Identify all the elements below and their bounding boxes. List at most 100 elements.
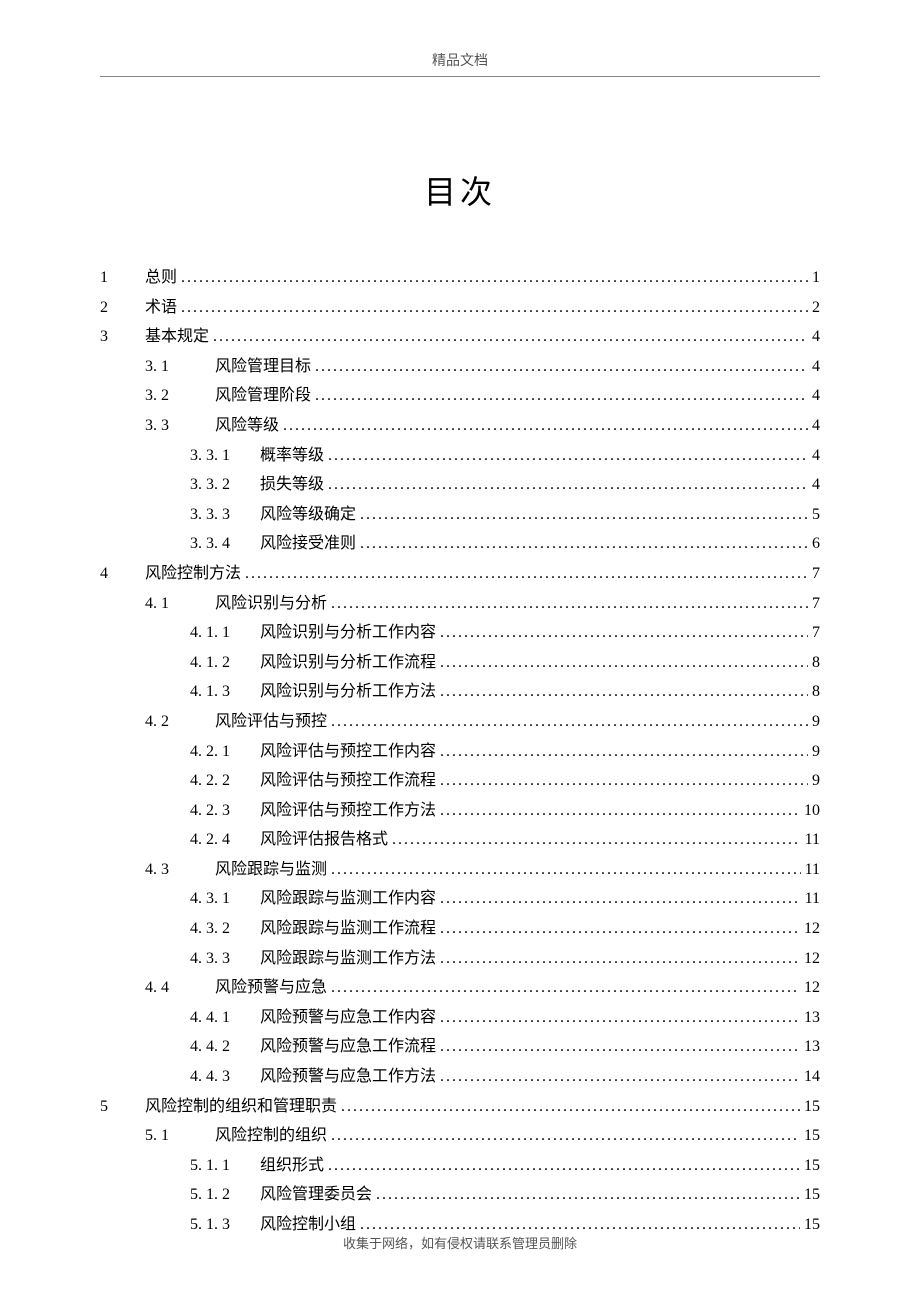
toc-leader-dots [440,884,801,914]
toc-entry-page: 5 [808,500,820,530]
toc-entry-number: 4. 1. 2 [190,648,260,678]
header-text: 精品文档 [432,54,488,69]
toc-entry-number: 4. 4. 2 [190,1032,260,1062]
toc-entry-label: 风险评估报告格式 [260,825,392,855]
toc-entry-label: 风险预警与应急 [215,973,331,1003]
toc-leader-dots [440,677,808,707]
toc-leader-dots [213,322,808,352]
toc-entry-page: 14 [800,1062,820,1092]
toc-entry-label: 风险跟踪与监测工作流程 [260,914,440,944]
toc-entry-page: 10 [800,796,820,826]
toc-entry-page: 4 [808,381,820,411]
toc-entry: 4. 1. 3风险识别与分析工作方法8 [100,677,820,707]
toc-leader-dots [360,500,808,530]
toc-leader-dots [440,618,808,648]
toc-entry: 3. 2风险管理阶段4 [100,381,820,411]
toc-leader-dots [331,707,808,737]
toc-leader-dots [328,1151,800,1181]
toc-leader-dots [376,1180,800,1210]
toc-entry-number: 1 [100,263,145,293]
toc-entry-number: 4 [100,559,145,589]
toc-entry: 3. 3. 2损失等级4 [100,470,820,500]
toc-entry-label: 风险识别与分析工作流程 [260,648,440,678]
toc-entry-number: 5 [100,1092,145,1122]
toc-entry-page: 7 [808,589,820,619]
page-header: 精品文档 [100,50,820,77]
toc-entry-page: 9 [808,707,820,737]
toc-entry-label: 风险等级确定 [260,500,360,530]
toc-entry: 2术语2 [100,293,820,323]
toc-entry-page: 6 [808,529,820,559]
toc-entry: 4. 3. 3风险跟踪与监测工作方法12 [100,944,820,974]
toc-entry-page: 15 [800,1151,820,1181]
toc-entry-page: 12 [800,973,820,1003]
toc-entry: 4. 2. 3风险评估与预控工作方法10 [100,796,820,826]
toc-entry-label: 风险接受准则 [260,529,360,559]
toc-entry: 4. 1. 2风险识别与分析工作流程 8 [100,648,820,678]
toc-leader-dots [341,1092,800,1122]
toc-entry-number: 4. 4. 1 [190,1003,260,1033]
toc-leader-dots [440,1003,800,1033]
toc-entry-page: 15 [800,1092,820,1122]
toc-entry: 4. 3. 1风险跟踪与监测工作内容11 [100,884,820,914]
toc-entry: 3. 3. 1概率等级 4 [100,441,820,471]
toc-entry-page: 8 [808,648,820,678]
toc-entry-number: 4. 1 [145,589,215,619]
toc-entry-label: 组织形式 [260,1151,328,1181]
toc-entry-page: 4 [808,441,820,471]
toc-entry: 4. 3风险跟踪与监测 11 [100,855,820,885]
toc-entry-label: 风险控制的组织 [215,1121,331,1151]
toc-leader-dots [360,529,808,559]
toc-entry-page: 9 [808,737,820,767]
toc-leader-dots [331,589,808,619]
toc-entry-page: 7 [808,618,820,648]
page-footer: 收集于网络，如有侵权请联系管理员删除 [0,1233,920,1252]
toc-entry-number: 2 [100,293,145,323]
toc-entry-page: 12 [800,944,820,974]
toc-entry-page: 11 [801,825,820,855]
toc-entry: 4. 2. 4风险评估报告格式 11 [100,825,820,855]
toc-entry-number: 4. 3. 1 [190,884,260,914]
footer-text: 收集于网络，如有侵权请联系管理员删除 [343,1236,577,1251]
toc-entry-page: 15 [800,1180,820,1210]
toc-entry-label: 风险评估与预控工作方法 [260,796,440,826]
toc-entry-number: 4. 2. 4 [190,825,260,855]
toc-entry-number: 4. 4. 3 [190,1062,260,1092]
toc-leader-dots [315,352,808,382]
toc-entry-page: 4 [808,352,820,382]
toc-entry-number: 3. 3. 1 [190,441,260,471]
toc-entry-label: 风险跟踪与监测 [215,855,331,885]
toc-entry-label: 风险识别与分析工作方法 [260,677,440,707]
toc-leader-dots [283,411,808,441]
toc-entry-label: 概率等级 [260,441,328,471]
toc-entry: 4. 2风险评估与预控9 [100,707,820,737]
toc-entry-label: 风险预警与应急工作内容 [260,1003,440,1033]
toc-entry: 5. 1风险控制的组织15 [100,1121,820,1151]
toc-entry-number: 5. 1 [145,1121,215,1151]
toc-leader-dots [440,766,808,796]
toc-entry-label: 风险控制方法 [145,559,245,589]
toc-leader-dots [328,470,808,500]
toc-leader-dots [245,559,808,589]
toc-entry: 3. 3. 3风险等级确定5 [100,500,820,530]
toc-entry-number: 5. 1. 2 [190,1180,260,1210]
toc-entry-page: 4 [808,470,820,500]
toc-entry-label: 风险识别与分析 [215,589,331,619]
toc-entry-label: 风险评估与预控工作流程 [260,766,440,796]
toc-entry-page: 13 [800,1032,820,1062]
toc-entry-label: 风险识别与分析工作内容 [260,618,440,648]
toc-entry-number: 4. 4 [145,973,215,1003]
document-page: 精品文档 目次 1总则12术语23基本规定43. 1风险管理目标43. 2风险管… [0,0,920,1302]
toc-entry: 4. 4. 3风险预警与应急工作方法14 [100,1062,820,1092]
toc-entry-page: 1 [808,263,820,293]
toc-entry-number: 4. 3 [145,855,215,885]
toc-entry-label: 风险管理阶段 [215,381,315,411]
toc-entry-number: 4. 3. 2 [190,914,260,944]
toc-entry-page: 11 [801,855,820,885]
toc-entry-label: 风险跟踪与监测工作方法 [260,944,440,974]
toc-leader-dots [440,944,800,974]
toc-entry-number: 4. 2 [145,707,215,737]
toc-entry: 4. 4. 1风险预警与应急工作内容13 [100,1003,820,1033]
toc-entry-page: 8 [808,677,820,707]
toc-entry: 4风险控制方法7 [100,559,820,589]
